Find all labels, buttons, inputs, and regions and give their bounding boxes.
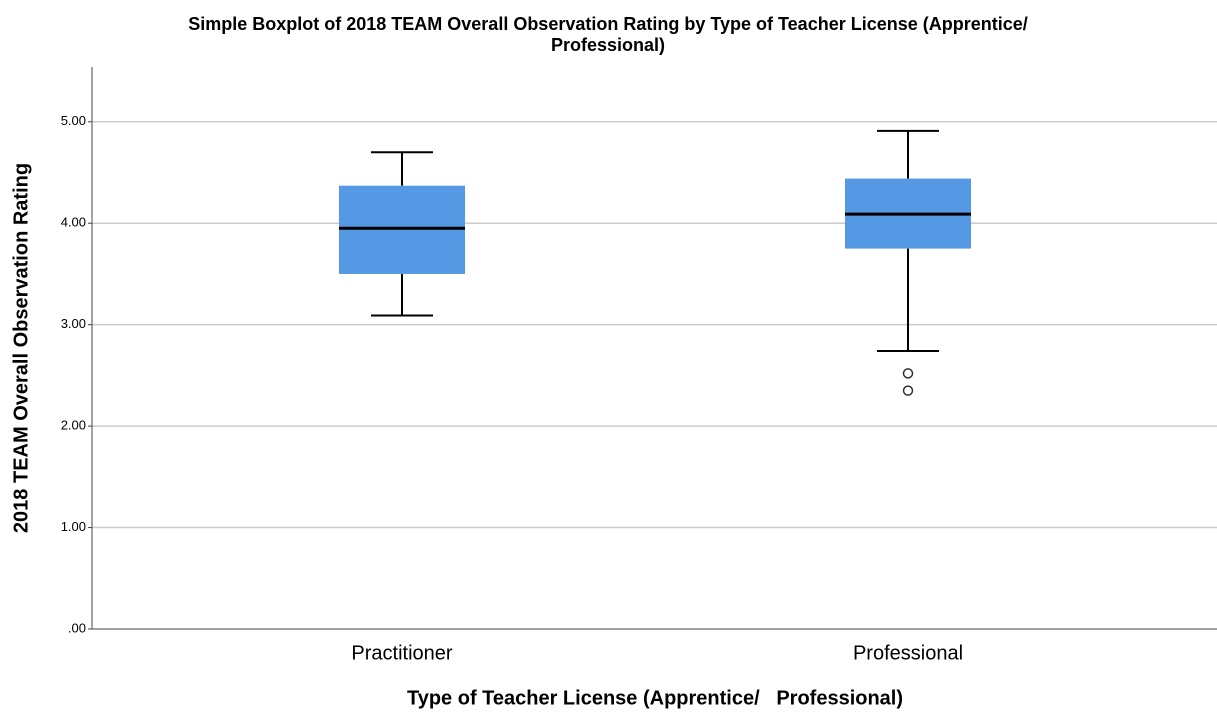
outlier — [902, 385, 914, 396]
y-tick-label: 3.00 — [61, 316, 86, 331]
y-tick-label: 2.00 — [61, 418, 86, 433]
y-tick-label: 5.00 — [61, 113, 86, 128]
y-tick-label: .00 — [68, 620, 86, 635]
box — [339, 185, 465, 274]
x-tick-label: Practitioner — [351, 642, 452, 664]
chart-title: Simple Boxplot of 2018 TEAM Overall Obse… — [188, 14, 1028, 34]
x-axis-label: Type of Teacher License (Apprentice/ Pro… — [407, 687, 903, 709]
outlier — [902, 368, 914, 379]
y-axis-label: 2018 TEAM Overall Observation Rating — [10, 163, 32, 533]
y-tick-label: 1.00 — [61, 519, 86, 534]
y-tick-label: 4.00 — [61, 215, 86, 230]
x-tick-label: Professional — [853, 642, 963, 664]
chart-title: Professional) — [551, 35, 665, 55]
